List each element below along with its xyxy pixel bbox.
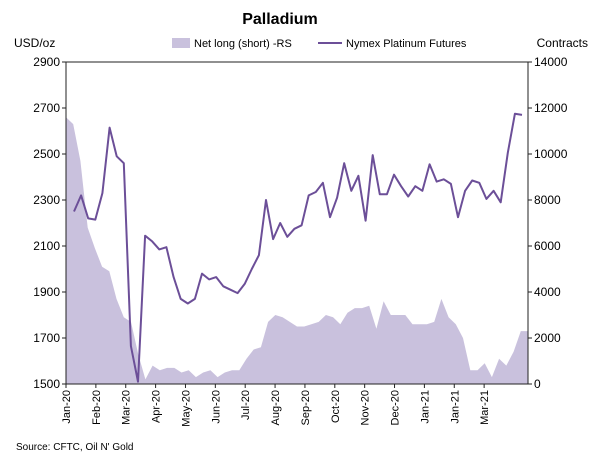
left-tick-label: 1500	[33, 377, 60, 391]
left-tick-label: 2900	[33, 55, 60, 69]
x-tick-label: Aug-20	[270, 390, 282, 425]
left-tick-label: 2700	[33, 101, 60, 115]
x-tick-label: Jun-20	[210, 390, 222, 424]
platinum-futures-line	[73, 112, 523, 383]
right-tick-label: 14000	[534, 55, 568, 69]
x-tick-label: Dec-20	[390, 390, 402, 425]
x-tick-label: Mar-20	[121, 390, 133, 425]
chart-title: Palladium	[242, 11, 318, 28]
source-note: Source: CFTC, Oil N' Gold	[16, 442, 134, 453]
x-tick-label: Jan-21	[449, 390, 461, 424]
x-tick-label: Mar-21	[479, 390, 491, 425]
right-tick-label: 10000	[534, 147, 568, 161]
x-tick-label: May-20	[180, 390, 192, 427]
right-tick-label: 6000	[534, 239, 561, 253]
right-tick-label: 4000	[534, 285, 561, 299]
left-tick-label: 2100	[33, 239, 60, 253]
right-tick-label: 0	[534, 377, 541, 391]
legend-line-label: Nymex Platinum Futures	[346, 38, 467, 50]
right-tick-label: 8000	[534, 193, 561, 207]
net-long-area	[66, 117, 528, 384]
left-tick-label: 2300	[33, 193, 60, 207]
right-tick-label: 12000	[534, 101, 568, 115]
x-tick-label: Apr-20	[151, 390, 163, 423]
right-axis-unit: Contracts	[537, 36, 588, 50]
x-tick-label: Sep-20	[300, 390, 312, 425]
legend-area-label: Net long (short) -RS	[194, 38, 292, 50]
legend-area-swatch	[172, 38, 190, 48]
left-tick-label: 2500	[33, 147, 60, 161]
plot-frame	[65, 61, 529, 385]
plot-area: 1500 1700 1900 2100 2300 2500 2700 2900 0 2000 400…	[33, 55, 567, 427]
left-tick-label: 1700	[33, 331, 60, 345]
x-tick-label: Jan-20	[61, 390, 73, 424]
left-tick-label: 1900	[33, 285, 60, 299]
x-tick-label: Oct-20	[330, 390, 342, 423]
x-tick-label: Nov-20	[360, 390, 372, 425]
left-axis-unit: USD/oz	[14, 36, 55, 50]
right-tick-label: 2000	[534, 331, 561, 345]
x-tick-label: Jul-20	[240, 390, 252, 420]
x-tick-label: Feb-20	[91, 390, 103, 425]
x-tick-label: Jan-21	[419, 390, 431, 424]
